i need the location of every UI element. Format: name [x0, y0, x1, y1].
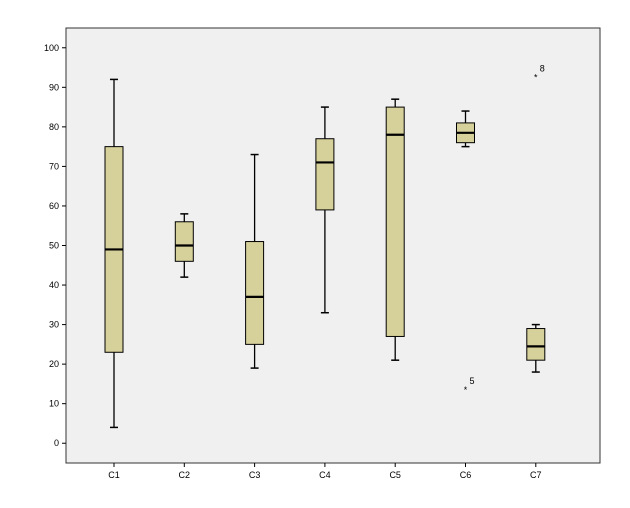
outlier-label: 5 [470, 376, 475, 386]
y-tick-label: 70 [49, 161, 59, 171]
y-tick-label: 30 [49, 320, 59, 330]
y-tick-label: 80 [49, 122, 59, 132]
box-c7: *8 [526, 63, 546, 373]
iqr-box [315, 138, 335, 211]
x-tick-label: C2 [179, 470, 191, 480]
y-tick-label: 40 [49, 280, 59, 290]
y-tick-label: 10 [49, 399, 59, 409]
x-tick-label: C4 [319, 470, 331, 480]
iqr-box [526, 328, 546, 361]
y-axis: 0 10 20 30 40 50 60 70 80 90 100 [44, 43, 66, 448]
box-c6: *5 [456, 110, 475, 395]
y-tick-label: 50 [49, 241, 59, 251]
x-tick-label: C6 [460, 470, 472, 480]
x-tick-label: C1 [108, 470, 120, 480]
y-tick-label: 60 [49, 201, 59, 211]
iqr-box [385, 106, 405, 337]
y-tick-label: 90 [49, 82, 59, 92]
outlier-marker: * [464, 385, 468, 395]
box-c5 [385, 98, 405, 361]
outlier-label: 8 [540, 63, 545, 73]
outlier-marker: * [534, 72, 538, 82]
box-c3 [245, 153, 265, 369]
x-axis: C1 C2 C3 C4 C5 C6 C7 [108, 463, 542, 480]
box-c1 [104, 78, 124, 429]
box-c4 [315, 106, 335, 314]
x-tick-label: C7 [530, 470, 542, 480]
box-series: *5*8 [104, 63, 546, 429]
iqr-box [245, 241, 265, 345]
y-tick-label: 20 [49, 359, 59, 369]
box-c2 [174, 213, 194, 278]
y-tick-label: 0 [54, 438, 59, 448]
iqr-box [174, 221, 194, 262]
y-tick-label: 100 [44, 43, 59, 53]
plot-area [65, 27, 601, 464]
x-tick-label: C3 [249, 470, 261, 480]
x-tick-label: C5 [389, 470, 401, 480]
